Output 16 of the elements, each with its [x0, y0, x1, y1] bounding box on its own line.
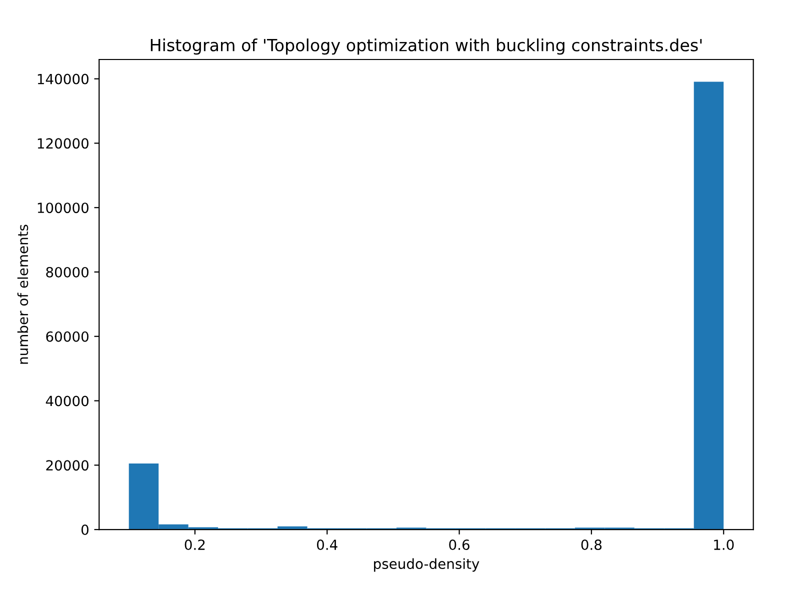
chart-title: Histogram of 'Topology optimization with buckling constraints.des' [150, 38, 702, 55]
y-tick-label: 140000 [38, 74, 88, 84]
x-tick-label: 0.6 [449, 540, 470, 550]
y-tick-label: 100000 [38, 202, 88, 214]
x-tick-label: 0.4 [316, 540, 338, 550]
y-axis-title: number of elements [17, 224, 28, 364]
y-tick-label: 0 [81, 524, 88, 536]
x-tick-label: 0.2 [184, 540, 205, 550]
y-tick-label: 60000 [46, 331, 88, 342]
y-tick-label: 80000 [46, 266, 88, 278]
y-tick-label: 120000 [38, 138, 88, 149]
y-tick-label: 40000 [46, 396, 88, 406]
y-tick-label: 20000 [46, 460, 88, 471]
x-tick-label: 0.8 [581, 540, 602, 550]
x-axis-title: pseudo-density [374, 558, 480, 572]
x-tick-label: 1.0 [714, 540, 734, 550]
